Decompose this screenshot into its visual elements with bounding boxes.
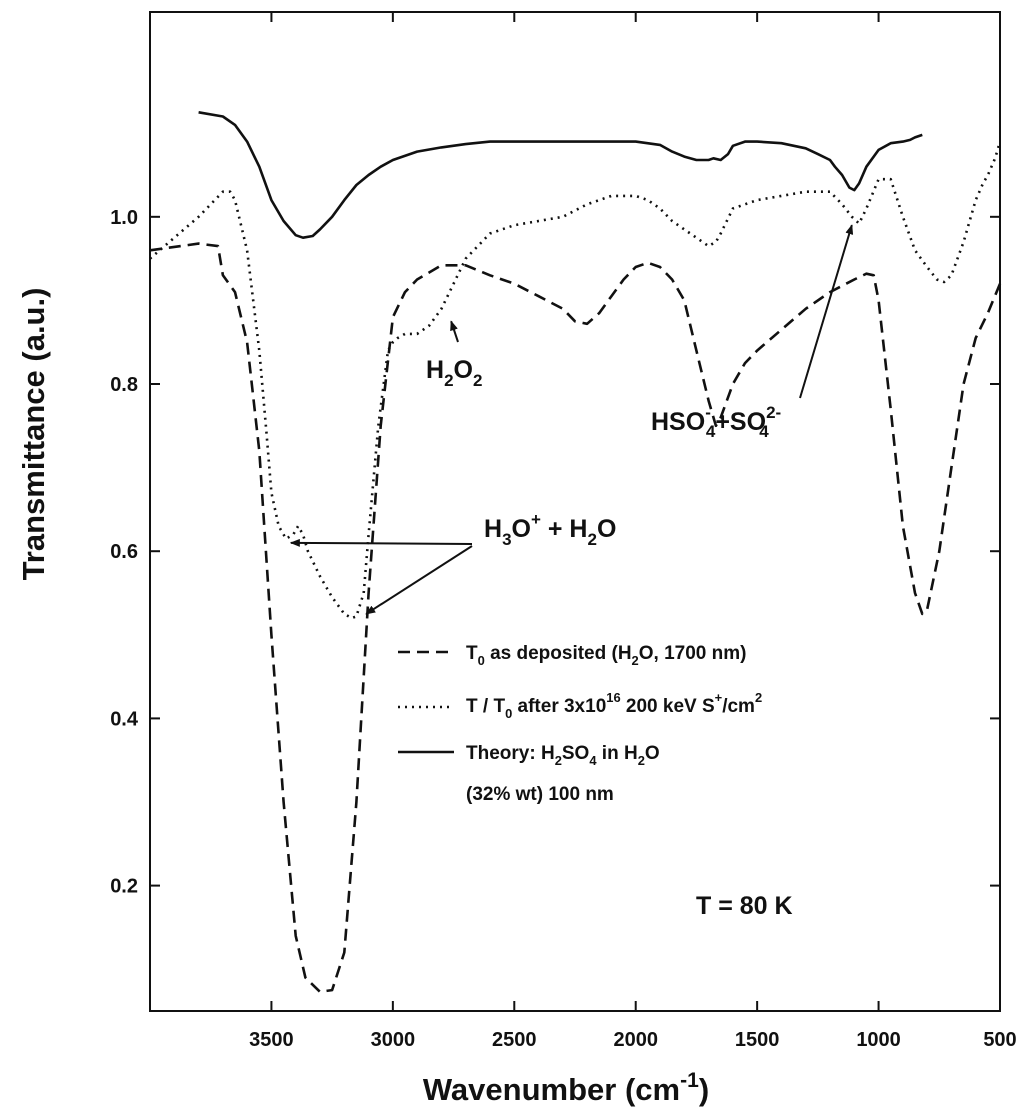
plot-area: 3500 3000 2500 2000 1500 1000 500 0.2 0.4 0.6 0.8… — [110, 11, 1017, 1051]
y-tick-label: 0.4 — [110, 708, 139, 730]
series-dotted-line — [149, 141, 1002, 620]
x-tick-label: 500 — [983, 1029, 1016, 1051]
series-layer — [149, 111, 1002, 994]
y-tick-label: 0.8 — [110, 374, 138, 396]
plot-frame — [149, 11, 1001, 1012]
annotation-h2o2: H2O2 — [426, 356, 482, 390]
y-tick-label: 1.0 — [110, 207, 138, 229]
legend-label-solid-line2: (32% wt) 100 nm — [466, 784, 614, 805]
annotation-arrows — [289, 224, 854, 615]
x-tick-label: 3500 — [249, 1029, 294, 1051]
legend-label-solid: Theory: H2SO4 in H2O — [466, 743, 660, 768]
x-ticks: 3500 3000 2500 2000 1500 1000 500 — [249, 12, 1017, 1051]
y-ticks: 0.2 0.4 0.6 0.8 1.0 — [110, 207, 1000, 898]
x-axis-title-end: ) — [699, 1072, 709, 1107]
x-tick-label: 3000 — [371, 1029, 416, 1051]
x-tick-label: 2000 — [613, 1029, 658, 1051]
annotation-hso4-so4: HSO-4+SO2-4 — [651, 403, 781, 441]
series-dashed-line — [149, 242, 1002, 994]
arrow-h3o-lower — [365, 545, 473, 615]
y-axis-title: Transmittance (a.u.) — [16, 288, 51, 581]
arrow-h3o-upper — [289, 538, 473, 547]
x-tick-label: 1500 — [735, 1029, 780, 1051]
x-tick-label: 1000 — [856, 1029, 901, 1051]
legend-label-dotted: T / T0 after 3x1016 200 keV S+/cm2 — [466, 690, 762, 721]
y-tick-label: 0.6 — [110, 541, 138, 563]
arrow-h2o2 — [450, 320, 459, 343]
legend-label-dashed: T0 as deposited (H2O, 1700 nm) — [466, 643, 746, 668]
legend: T0 as deposited (H2O, 1700 nm) T / T0 af… — [398, 643, 762, 805]
y-tick-label: 0.2 — [110, 876, 138, 898]
x-axis-title-text: Wavenumber (cm — [423, 1072, 680, 1107]
annotation-temperature: T = 80 K — [696, 892, 793, 920]
x-axis-title-sup: -1 — [680, 1069, 699, 1092]
x-tick-label: 2500 — [492, 1029, 537, 1051]
annotation-h3o-h2o: H3O+ + H2O — [484, 510, 616, 549]
arrow-hso4 — [799, 224, 854, 399]
x-axis-title: Wavenumber (cm-1) — [423, 1069, 709, 1107]
series-solid-line — [198, 111, 923, 239]
